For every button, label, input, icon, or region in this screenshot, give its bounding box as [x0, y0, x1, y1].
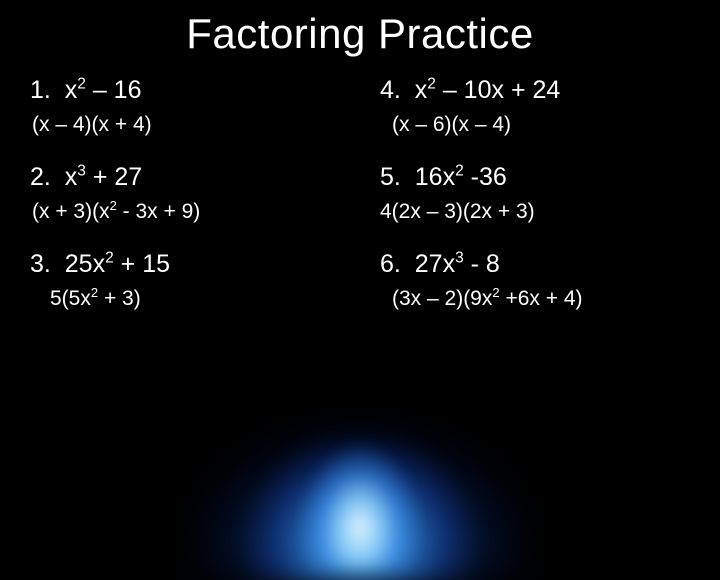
problem-expr: x2 – 16 — [65, 76, 142, 104]
problem-5: 5. 16x2 -36 — [370, 163, 690, 192]
problem-number: 6. — [380, 250, 401, 278]
problem-6: 6. 27x3 - 8 — [370, 250, 690, 279]
answer-4: (x – 6)(x – 4) — [370, 113, 690, 137]
problem-number: 3. — [30, 250, 51, 278]
answer-6: (3x – 2)(9x2 +6x + 4) — [370, 287, 690, 311]
problem-2: 2. x3 + 27 — [30, 163, 350, 192]
answer-5: 4(2x – 3)(2x + 3) — [370, 200, 690, 224]
answer-3: 5(5x2 + 3) — [30, 287, 350, 311]
right-column: 4. x2 – 10x + 24 (x – 6)(x – 4) 5. 16x2 … — [370, 76, 690, 337]
answer-2: (x + 3)(x2 - 3x + 9) — [30, 200, 350, 224]
problem-number: 1. — [30, 76, 51, 104]
problem-expr: 27x3 - 8 — [415, 250, 500, 278]
problem-number: 5. — [380, 163, 401, 191]
problem-3: 3. 25x2 + 15 — [30, 250, 350, 279]
slide-title: Factoring Practice — [30, 10, 690, 58]
problem-expr: x3 + 27 — [65, 163, 142, 191]
problem-expr: 16x2 -36 — [415, 163, 507, 191]
problem-1: 1. x2 – 16 — [30, 76, 350, 105]
problem-expr: x2 – 10x + 24 — [415, 76, 561, 104]
answer-1: (x – 4)(x + 4) — [30, 113, 350, 137]
problem-number: 2. — [30, 163, 51, 191]
problem-number: 4. — [380, 76, 401, 104]
slide-content: Factoring Practice 1. x2 – 16 (x – 4)(x … — [0, 0, 720, 540]
problem-expr: 25x2 + 15 — [65, 250, 170, 278]
left-column: 1. x2 – 16 (x – 4)(x + 4) 2. x3 + 27 (x … — [30, 76, 350, 337]
problems-grid: 1. x2 – 16 (x – 4)(x + 4) 2. x3 + 27 (x … — [30, 76, 690, 337]
problem-4: 4. x2 – 10x + 24 — [370, 76, 690, 105]
